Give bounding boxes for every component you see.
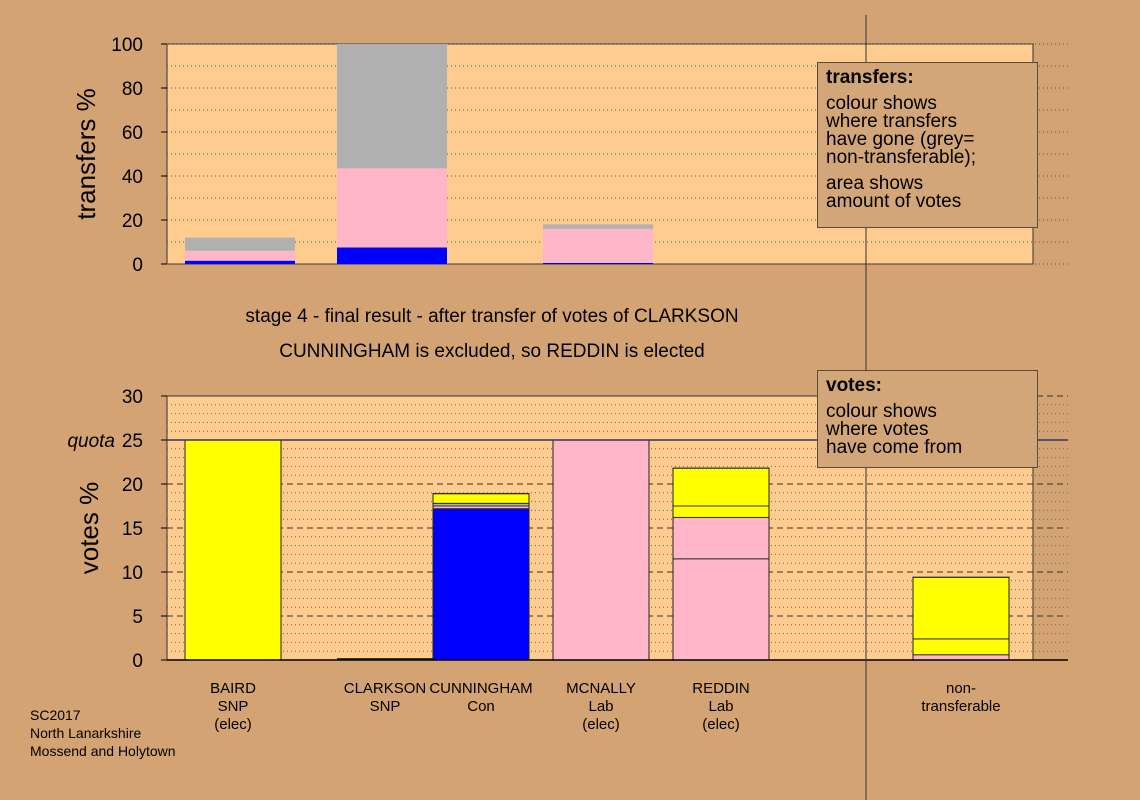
votes-ytick-label: 5 xyxy=(132,607,143,628)
transfers-legend-line: non-transferable); xyxy=(826,147,976,168)
votes-legend-line: have come from xyxy=(826,437,963,458)
transfers-legend-line: amount of votes xyxy=(826,191,962,212)
votes-bar-segment xyxy=(184,439,282,661)
transfers-ytick-label: 60 xyxy=(122,123,143,144)
transfers-bar-segment xyxy=(185,260,295,264)
transfers-legend-line: have gone (grey= xyxy=(826,129,975,150)
stage-subtitle: CUNNINGHAM is excluded, so REDDIN is ele… xyxy=(279,341,705,362)
candidate-label: (elec) xyxy=(582,716,620,733)
votes-ytick-label: 15 xyxy=(122,519,143,540)
transfers-bar-segment xyxy=(185,250,295,261)
transfers-bar-segment xyxy=(337,44,447,169)
candidate-label: CUNNINGHAM xyxy=(429,680,532,697)
transfers-axis-title: transfers % xyxy=(71,88,101,220)
transfers-ytick-label: 80 xyxy=(122,79,143,100)
transfers-bar-segment xyxy=(543,262,653,264)
candidate-label: non- xyxy=(946,680,976,697)
footer-line: SC2017 xyxy=(30,707,81,723)
transfers-bar-segment xyxy=(543,228,653,263)
quota-label: quota xyxy=(67,431,115,452)
candidate-label: transferable xyxy=(921,698,1000,715)
votes-bar-segment xyxy=(672,558,770,661)
votes-bar-segment xyxy=(672,467,770,507)
transfers-legend-line: colour shows xyxy=(826,93,937,114)
candidate-label: BAIRD xyxy=(210,680,256,697)
transfers-ytick-label: 40 xyxy=(122,167,143,188)
transfers-bar-segment xyxy=(337,247,447,264)
votes-bar-segment xyxy=(912,654,1010,661)
stage-title: stage 4 - final result - after transfer … xyxy=(245,306,738,327)
candidate-label: Lab xyxy=(708,698,733,715)
votes-ytick-label: 20 xyxy=(122,475,143,496)
votes-ytick-label: 0 xyxy=(132,651,143,672)
candidate-label: (elec) xyxy=(702,716,740,733)
votes-legend-title: votes: xyxy=(826,375,882,396)
transfers-ytick-label: 20 xyxy=(122,211,143,232)
votes-bar-segment xyxy=(432,493,530,504)
candidate-label: MCNALLY xyxy=(566,680,636,697)
candidate-label: CLARKSON xyxy=(344,680,427,697)
candidate-label: Lab xyxy=(588,698,613,715)
transfers-legend-title: transfers: xyxy=(826,67,914,88)
transfers-bar-segment xyxy=(337,168,447,248)
footer-line: North Lanarkshire xyxy=(30,725,141,741)
votes-bar-segment xyxy=(552,439,650,661)
votes-bar-segment xyxy=(672,516,770,560)
candidate-label: SNP xyxy=(218,698,249,715)
votes-bar-segment xyxy=(672,505,770,518)
votes-bar-segment xyxy=(912,576,1010,640)
votes-ytick-label: 10 xyxy=(122,563,143,584)
candidate-label: Con xyxy=(467,698,495,715)
transfers-ytick-label: 100 xyxy=(111,35,143,56)
votes-ytick-label: 25 xyxy=(122,431,143,452)
transfers-legend-line: area shows xyxy=(826,173,924,194)
transfers-legend: transfers: colour shows where transfers … xyxy=(817,62,1038,228)
candidate-label: SNP xyxy=(370,698,401,715)
transfers-bar-segment xyxy=(543,224,653,229)
transfers-bar-segment xyxy=(185,237,295,251)
votes-legend-line: where votes xyxy=(826,419,929,440)
transfers-legend-line: where transfers xyxy=(826,111,957,132)
votes-bar-segment xyxy=(912,638,1010,656)
votes-axis-title: votes % xyxy=(74,482,104,575)
candidate-label: REDDIN xyxy=(692,680,750,697)
votes-legend-line: colour shows xyxy=(826,401,937,422)
votes-bar-segment xyxy=(432,508,530,661)
transfers-ytick-label: 0 xyxy=(132,255,143,276)
footer-line: Mossend and Holytown xyxy=(30,743,176,759)
candidate-label: (elec) xyxy=(214,716,252,733)
votes-legend: votes: colour shows where votes have com… xyxy=(817,370,1038,468)
votes-ytick-label: 30 xyxy=(122,387,143,408)
